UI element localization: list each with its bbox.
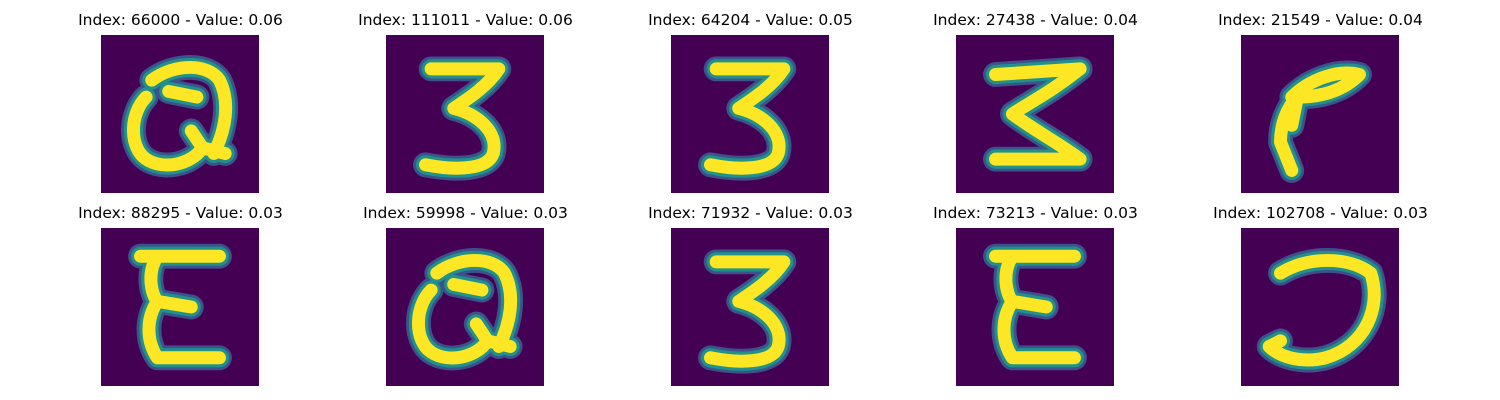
- digit-image: [386, 228, 544, 386]
- digit-image: [386, 35, 544, 193]
- image-cell: Index: 88295 - Value: 0.03: [38, 193, 323, 386]
- digit-image: [101, 35, 259, 193]
- digit-image: [671, 35, 829, 193]
- digit-image: [1241, 35, 1399, 193]
- image-title: Index: 102708 - Value: 0.03: [1213, 204, 1428, 222]
- digit-image: [671, 228, 829, 386]
- image-title: Index: 21549 - Value: 0.04: [1218, 11, 1423, 29]
- image-title: Index: 73213 - Value: 0.03: [933, 204, 1138, 222]
- image-title: Index: 59998 - Value: 0.03: [363, 204, 568, 222]
- image-cell: Index: 73213 - Value: 0.03: [893, 193, 1178, 386]
- image-cell: Index: 111011 - Value: 0.06: [323, 0, 608, 193]
- image-title: Index: 64204 - Value: 0.05: [648, 11, 853, 29]
- image-cell: Index: 27438 - Value: 0.04: [893, 0, 1178, 193]
- image-title: Index: 88295 - Value: 0.03: [78, 204, 283, 222]
- image-cell: Index: 71932 - Value: 0.03: [608, 193, 893, 386]
- digit-image: [1241, 228, 1399, 386]
- digit-image: [956, 228, 1114, 386]
- image-title: Index: 66000 - Value: 0.06: [78, 11, 283, 29]
- image-cell: Index: 59998 - Value: 0.03: [323, 193, 608, 386]
- image-title: Index: 71932 - Value: 0.03: [648, 204, 853, 222]
- digit-image: [956, 35, 1114, 193]
- image-title: Index: 111011 - Value: 0.06: [358, 11, 573, 29]
- digit-image: [101, 228, 259, 386]
- image-title: Index: 27438 - Value: 0.04: [933, 11, 1138, 29]
- image-cell: Index: 64204 - Value: 0.05: [608, 0, 893, 193]
- image-cell: Index: 21549 - Value: 0.04: [1178, 0, 1463, 193]
- image-cell: Index: 102708 - Value: 0.03: [1178, 193, 1463, 386]
- image-cell: Index: 66000 - Value: 0.06: [38, 0, 323, 193]
